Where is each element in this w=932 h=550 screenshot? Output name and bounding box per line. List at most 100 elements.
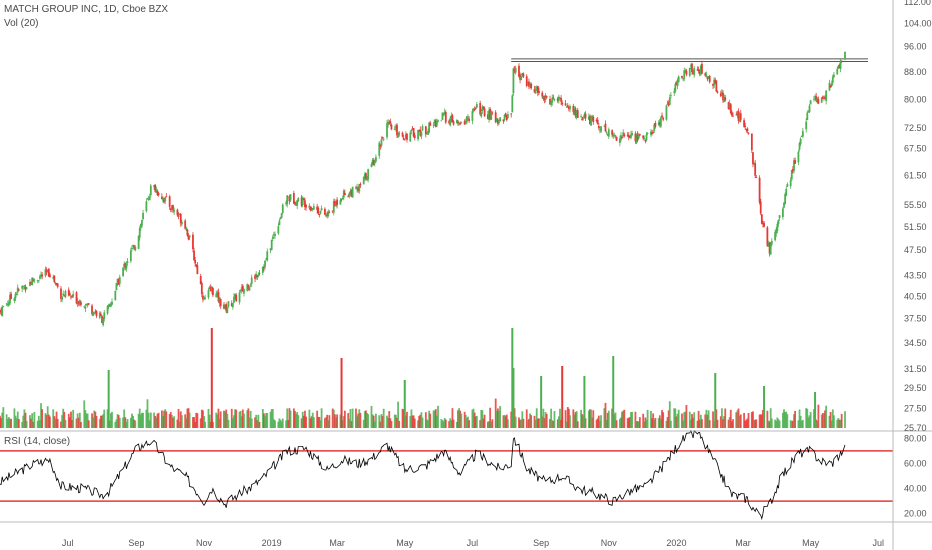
candle-body[interactable] — [117, 279, 120, 285]
candle-body[interactable] — [261, 266, 264, 273]
candle-body[interactable] — [552, 97, 555, 99]
candle-body[interactable] — [699, 65, 702, 75]
candle-body[interactable] — [233, 296, 235, 303]
candle-body[interactable] — [754, 163, 757, 176]
candle-body[interactable] — [732, 115, 734, 117]
candle-body[interactable] — [587, 116, 590, 120]
candle-body[interactable] — [612, 134, 615, 137]
candle-body[interactable] — [750, 133, 753, 151]
candle-body[interactable] — [809, 100, 812, 105]
candle-body[interactable] — [483, 108, 486, 117]
candle-body[interactable] — [273, 234, 275, 236]
candle-body[interactable] — [512, 68, 515, 94]
candle-body[interactable] — [204, 297, 207, 299]
candle-body[interactable] — [658, 122, 661, 126]
candle-body[interactable] — [341, 197, 344, 199]
candle-body[interactable] — [627, 135, 630, 138]
candle-body[interactable] — [41, 274, 44, 277]
candle-body[interactable] — [420, 132, 423, 137]
candle-body[interactable] — [744, 125, 747, 128]
candle-body[interactable] — [363, 174, 366, 178]
candle-body[interactable] — [138, 228, 141, 238]
candle-body[interactable] — [723, 97, 726, 103]
candle-body[interactable] — [698, 71, 701, 75]
candle-body[interactable] — [129, 250, 132, 262]
candle-body[interactable] — [39, 276, 41, 279]
candle-body[interactable] — [381, 137, 384, 139]
candle-body[interactable] — [487, 114, 489, 119]
candle-body[interactable] — [223, 304, 225, 309]
candle-body[interactable] — [216, 292, 219, 295]
candle-body[interactable] — [23, 285, 26, 287]
candle-body[interactable] — [118, 277, 121, 284]
candle-body[interactable] — [224, 304, 227, 307]
candle-body[interactable] — [49, 274, 51, 278]
candle-body[interactable] — [68, 293, 71, 295]
candle-body[interactable] — [335, 201, 337, 207]
candle-body[interactable] — [287, 196, 290, 198]
candle-body[interactable] — [71, 296, 73, 298]
candle-body[interactable] — [467, 117, 469, 119]
candle-body[interactable] — [738, 114, 741, 122]
candle-body[interactable] — [14, 293, 17, 299]
candle-body[interactable] — [56, 283, 59, 287]
candle-body[interactable] — [212, 287, 214, 296]
candle-body[interactable] — [836, 68, 839, 75]
candle-body[interactable] — [177, 215, 180, 217]
candle-body[interactable] — [634, 133, 637, 142]
candle-body[interactable] — [533, 89, 536, 93]
candle-body[interactable] — [458, 122, 460, 125]
candle-body[interactable] — [662, 117, 665, 120]
candle-body[interactable] — [219, 299, 222, 307]
candle-body[interactable] — [791, 168, 794, 172]
candle-body[interactable] — [17, 289, 20, 291]
candle-body[interactable] — [44, 269, 47, 276]
candle-body[interactable] — [231, 302, 234, 308]
candle-body[interactable] — [642, 135, 645, 139]
candle-body[interactable] — [536, 86, 539, 93]
candle-body[interactable] — [240, 287, 243, 292]
candle-body[interactable] — [528, 81, 530, 87]
candle-body[interactable] — [94, 311, 97, 313]
candle-body[interactable] — [139, 224, 142, 228]
candle-body[interactable] — [61, 296, 63, 300]
candle-body[interactable] — [333, 200, 336, 206]
candle-body[interactable] — [324, 208, 326, 215]
candle-body[interactable] — [36, 279, 39, 281]
candle-body[interactable] — [93, 313, 96, 314]
candle-body[interactable] — [161, 196, 163, 200]
candle-body[interactable] — [506, 114, 509, 118]
candle-body[interactable] — [611, 130, 614, 135]
candle-body[interactable] — [730, 112, 733, 116]
candle-body[interactable] — [188, 235, 191, 238]
candle-body[interactable] — [530, 83, 533, 89]
candle-body[interactable] — [631, 133, 633, 136]
candle-body[interactable] — [559, 98, 561, 99]
candle-body[interactable] — [109, 303, 112, 307]
candle-body[interactable] — [193, 250, 195, 261]
candle-body[interactable] — [225, 304, 228, 312]
candle-body[interactable] — [514, 67, 517, 73]
candle-body[interactable] — [247, 284, 250, 289]
candle-body[interactable] — [207, 290, 210, 298]
candle-body[interactable] — [98, 312, 101, 318]
candle-body[interactable] — [359, 184, 362, 186]
candle-body[interactable] — [327, 211, 330, 216]
candle-body[interactable] — [564, 103, 567, 106]
candle-body[interactable] — [280, 213, 283, 218]
candle-body[interactable] — [32, 279, 35, 281]
candle-body[interactable] — [336, 199, 339, 206]
candle-body[interactable] — [450, 115, 453, 120]
candle-body[interactable] — [567, 106, 570, 110]
candle-body[interactable] — [574, 108, 577, 117]
candle-body[interactable] — [53, 275, 56, 282]
candle-body[interactable] — [131, 247, 133, 250]
candle-body[interactable] — [1, 306, 4, 316]
candle-body[interactable] — [823, 97, 825, 98]
candle-body[interactable] — [697, 69, 700, 72]
candle-body[interactable] — [442, 113, 445, 115]
candle-body[interactable] — [752, 152, 754, 165]
candle-body[interactable] — [401, 132, 404, 137]
candle-body[interactable] — [30, 281, 32, 284]
candle-body[interactable] — [371, 160, 374, 166]
